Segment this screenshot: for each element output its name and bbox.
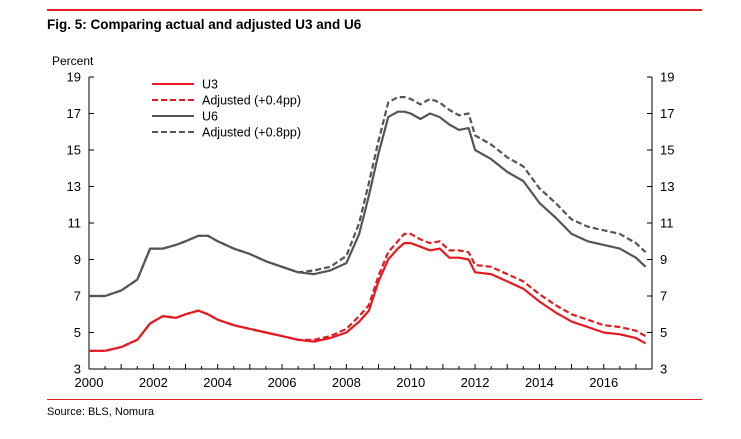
y-tick-label-right: 11 bbox=[660, 216, 674, 231]
top-rule bbox=[47, 9, 702, 11]
legend-label: Adjusted (+0.4pp) bbox=[202, 94, 301, 108]
y-tick-label-right: 17 bbox=[660, 106, 674, 121]
y-tick-label-right: 9 bbox=[660, 252, 667, 267]
x-tick-label: 2002 bbox=[139, 375, 168, 390]
series-line-1 bbox=[89, 232, 647, 352]
y-tick-label-right: 15 bbox=[660, 143, 674, 158]
series-line-2 bbox=[89, 110, 647, 298]
legend-label: U6 bbox=[202, 110, 218, 124]
y-tick-label-right: 5 bbox=[660, 325, 667, 340]
y-axis-unit-label: Percent bbox=[52, 54, 94, 68]
chart-title: Fig. 5: Comparing actual and adjusted U3… bbox=[47, 17, 362, 32]
y-tick-label-right: 13 bbox=[660, 179, 674, 194]
series-line-0 bbox=[89, 242, 647, 352]
y-tick-label-left: 9 bbox=[74, 252, 81, 267]
y-tick-label-left: 7 bbox=[74, 289, 81, 304]
source-note: Source: BLS, Nomura bbox=[47, 406, 154, 418]
series-line-3 bbox=[89, 95, 647, 298]
legend: U3 Adjusted (+0.4pp) U6 Adjusted (+0.8pp) bbox=[152, 78, 301, 140]
x-tick-label: 2008 bbox=[332, 375, 361, 390]
y-tick-label-left: 15 bbox=[67, 143, 81, 158]
y-tick-label-right: 19 bbox=[660, 70, 674, 85]
x-tick-label: 2016 bbox=[589, 375, 618, 390]
y-tick-label-right: 3 bbox=[660, 362, 667, 377]
x-tick-label: 2000 bbox=[75, 375, 104, 390]
legend-label: Adjusted (+0.8pp) bbox=[202, 126, 301, 140]
y-tick-label-left: 11 bbox=[68, 216, 82, 231]
y-tick-label-left: 3 bbox=[74, 362, 81, 377]
x-tick-label: 2012 bbox=[461, 375, 490, 390]
x-ticks: 2000 2002 2004 2006 2008 2010 2012 2014 2016 bbox=[75, 364, 653, 390]
y-tick-label-left: 13 bbox=[67, 179, 81, 194]
y-tick-label-left: 17 bbox=[67, 106, 81, 121]
y-tick-label-left: 19 bbox=[67, 70, 81, 85]
legend-label: U3 bbox=[202, 78, 218, 92]
bottom-rule bbox=[47, 399, 702, 400]
y-tick-label-left: 5 bbox=[74, 325, 81, 340]
x-tick-label: 2004 bbox=[203, 375, 232, 390]
plot-frame bbox=[88, 77, 653, 370]
series-layer bbox=[89, 95, 647, 352]
x-tick-label: 2010 bbox=[396, 375, 425, 390]
x-tick-label: 2006 bbox=[268, 375, 297, 390]
y-tick-label-right: 7 bbox=[660, 289, 667, 304]
x-tick-label: 2014 bbox=[525, 375, 554, 390]
